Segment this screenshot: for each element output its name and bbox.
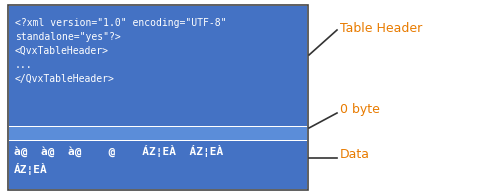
Text: <?xml version="1.0" encoding="UTF-8": <?xml version="1.0" encoding="UTF-8" (15, 18, 227, 28)
Text: standalone="yes"?>: standalone="yes"?> (15, 32, 121, 42)
Text: ...: ... (15, 60, 32, 70)
Text: 0 byte: 0 byte (340, 104, 380, 116)
Text: Data: Data (340, 149, 370, 161)
Bar (9, 127, 307, 140)
Text: Table Header: Table Header (340, 21, 422, 35)
Bar (8, 5, 308, 190)
Text: ÁZ¦EÀ: ÁZ¦EÀ (14, 163, 48, 175)
Bar (9, 6, 307, 126)
Text: à@  à@  à@    @    ÁZ¦EÀ  ÁZ¦EÀ: à@ à@ à@ @ ÁZ¦EÀ ÁZ¦EÀ (14, 145, 223, 157)
Bar (9, 141, 307, 189)
Text: <QvxTableHeader>: <QvxTableHeader> (15, 46, 109, 56)
Text: </QvxTableHeader>: </QvxTableHeader> (15, 74, 115, 84)
